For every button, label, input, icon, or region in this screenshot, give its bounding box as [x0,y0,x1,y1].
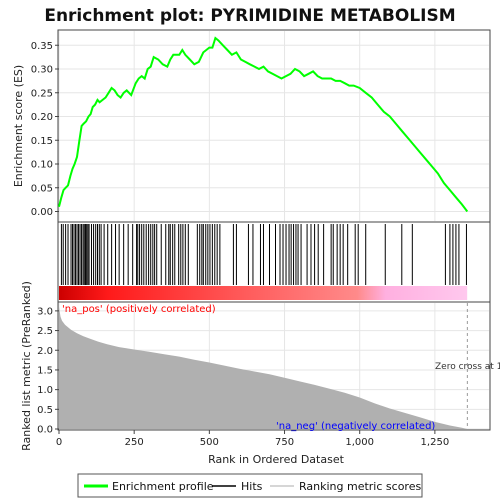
metric-x-axis: 0 250 500 750 1,000 1,250 [56,430,449,448]
metric-y-tick-label: 0.0 [37,425,53,436]
ranking-metric-area [59,306,468,429]
es-y-tick-label: 0.35 [31,41,53,52]
legend-enrichment-label: Enrichment profile [112,480,214,493]
es-y-tick-label: 0.30 [31,65,53,76]
enrichment-profile-line [58,36,469,213]
metric-y-tick-label: 2.0 [37,346,53,357]
rank-color-bar [59,286,468,300]
zero-cross-label: Zero cross at 1 [435,362,500,372]
x-tick-label: 750 [275,437,294,448]
positive-correlation-label: 'na_pos' (positively correlated) [62,304,216,315]
x-tick-label: 250 [125,437,144,448]
negative-correlation-label: 'na_neg' (negatively correlated) [276,421,435,432]
metric-y-tick-label: 3.0 [37,306,53,317]
legend-hits-label: Hits [241,480,263,493]
es-y-axis-label: Enrichment score (ES) [12,65,25,187]
es-y-tick-label: 0.05 [31,183,53,194]
rank-bar-tail [467,286,489,300]
x-tick-label: 1,000 [345,437,374,448]
legend-ranking-label: Ranking metric scores [299,480,421,493]
metric-y-tick-label: 0.5 [37,405,53,416]
metric-y-axis-label: Ranked list metric (PreRanked) [20,281,33,451]
hits-marks [60,224,467,285]
es-y-axis: 0.00 0.05 0.10 0.15 0.20 0.25 0.30 0.35 [31,41,59,218]
metric-y-tick-label: 1.5 [37,365,53,376]
metric-y-axis: 0.0 0.5 1.0 1.5 2.0 2.5 3.0 [37,306,59,436]
x-axis-label: Rank in Ordered Dataset [208,453,345,466]
es-grid [58,31,489,221]
x-tick-label: 1,250 [421,437,450,448]
legend: Enrichment profile Hits Ranking metric s… [77,473,423,498]
es-y-tick-label: 0.25 [31,88,53,99]
es-panel [57,29,491,223]
chart-title: Enrichment plot: PYRIMIDINE METABOLISM [44,6,455,26]
x-tick-label: 500 [200,437,219,448]
es-y-tick-label: 0.15 [31,136,53,147]
es-y-tick-label: 0.10 [31,160,53,171]
es-y-tick-label: 0.00 [31,207,53,218]
metric-y-tick-label: 2.5 [37,326,53,337]
legend-box [77,473,423,498]
es-y-tick-label: 0.20 [31,112,53,123]
x-tick-label: 0 [56,437,62,448]
metric-y-tick-label: 1.0 [37,385,53,396]
